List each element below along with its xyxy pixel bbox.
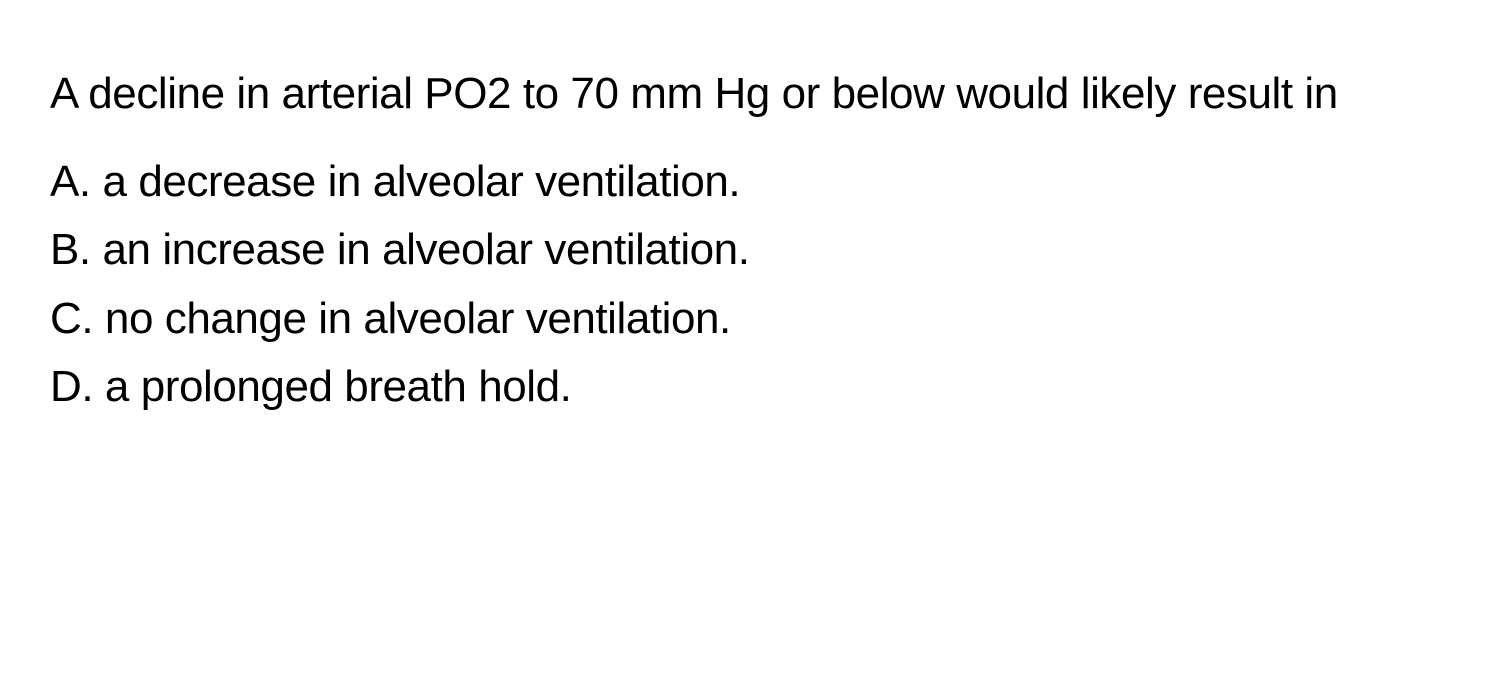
option-letter: C. [50,294,93,343]
option-letter: A. [50,157,91,206]
question-stem: A decline in arterial PO2 to 70 mm Hg or… [50,60,1450,128]
option-b: B. an increase in alveolar ventilation. [50,216,1450,284]
option-text: a prolonged breath hold. [105,362,571,411]
option-text: an increase in alveolar ventilation. [103,225,750,274]
option-d: D. a prolonged breath hold. [50,353,1450,421]
option-text: a decrease in alveolar ventilation. [103,157,741,206]
option-c: C. no change in alveolar ventilation. [50,285,1450,353]
option-letter: B. [50,225,91,274]
option-text: no change in alveolar ventilation. [105,294,731,343]
option-letter: D. [50,362,93,411]
option-a: A. a decrease in alveolar ventilation. [50,148,1450,216]
